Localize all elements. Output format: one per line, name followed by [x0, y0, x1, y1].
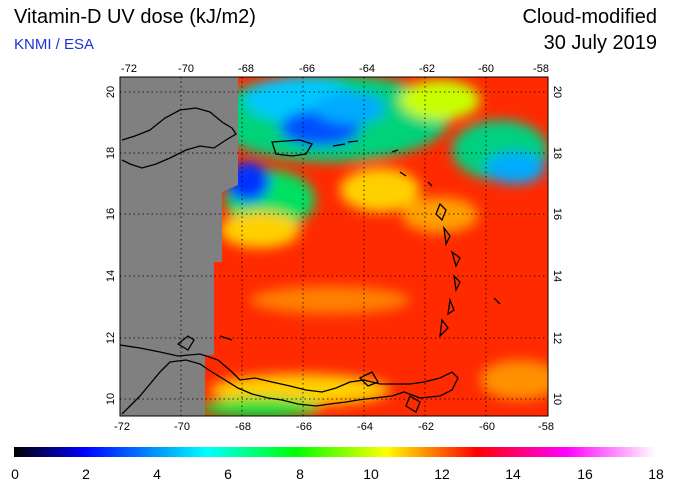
lat-tick-label: 18: [551, 147, 563, 159]
colorbar-tick-label: 2: [82, 466, 90, 482]
lat-tick-label: 10: [551, 393, 563, 405]
coastlines: [120, 107, 501, 415]
lat-tick-label: 16: [105, 208, 117, 220]
product-mode-label: Cloud-modified: [522, 6, 657, 28]
lon-tick-label: -60: [478, 63, 494, 75]
lat-tick-label: 14: [105, 270, 117, 282]
colorbar-tick-label: 8: [296, 466, 304, 482]
colorbar-tick-label: 14: [505, 466, 521, 482]
lon-tick-label: -58: [538, 421, 554, 433]
top-lon-labels: -72 -70 -68 -66 -64 -62 -60 -58: [121, 63, 549, 75]
lon-tick-label: -64: [357, 421, 373, 433]
map-title: Vitamin-D UV dose (kJ/m2): [14, 6, 256, 28]
organization-label: KNMI / ESA: [14, 36, 95, 53]
colorbar-tick-label: 16: [577, 466, 593, 482]
lon-tick-label: -62: [419, 63, 435, 75]
lon-tick-label: -66: [296, 421, 312, 433]
map-frame: [119, 76, 549, 417]
left-lat-labels: 10 12 14 16 18 20: [105, 86, 117, 405]
colorbar-tick-label: 4: [153, 466, 161, 482]
lon-tick-label: -58: [533, 63, 549, 75]
lon-tick-label: -70: [174, 421, 190, 433]
lat-tick-label: 14: [551, 270, 563, 282]
lon-tick-label: -60: [479, 421, 495, 433]
lat-tick-label: 10: [105, 393, 117, 405]
lon-tick-label: -72: [114, 421, 130, 433]
colorbar-tick-label: 10: [363, 466, 379, 482]
colorbar-tick-label: 6: [224, 466, 232, 482]
lat-lon-grid: [120, 77, 548, 416]
lon-tick-label: -66: [299, 63, 315, 75]
date-label: 30 July 2019: [543, 32, 657, 54]
lon-tick-label: -70: [178, 63, 194, 75]
uv-field: [120, 77, 548, 416]
lon-tick-label: -68: [238, 63, 254, 75]
lon-tick-label: -62: [418, 421, 434, 433]
lat-tick-label: 18: [105, 147, 117, 159]
lat-tick-label: 12: [105, 332, 117, 344]
colorbar-labels: 0 2 4 6 8 10 12 14 16 18: [11, 466, 664, 482]
lon-tick-label: -64: [359, 63, 375, 75]
colorbar-tick-label: 0: [11, 466, 19, 482]
colorbar-tick-label: 12: [434, 466, 450, 482]
right-lat-labels: 10 12 14 16 18 20: [551, 86, 563, 405]
lon-tick-label: -72: [121, 63, 137, 75]
bottom-lon-labels: -72 -70 -68 -66 -64 -62 -60 -58: [114, 421, 554, 433]
colorbar: [14, 447, 656, 457]
lon-tick-label: -68: [235, 421, 251, 433]
lat-tick-label: 20: [105, 86, 117, 98]
colorbar-tick-label: 18: [648, 466, 664, 482]
lat-tick-label: 16: [551, 208, 563, 220]
lat-tick-label: 20: [551, 86, 563, 98]
lat-tick-label: 12: [551, 332, 563, 344]
